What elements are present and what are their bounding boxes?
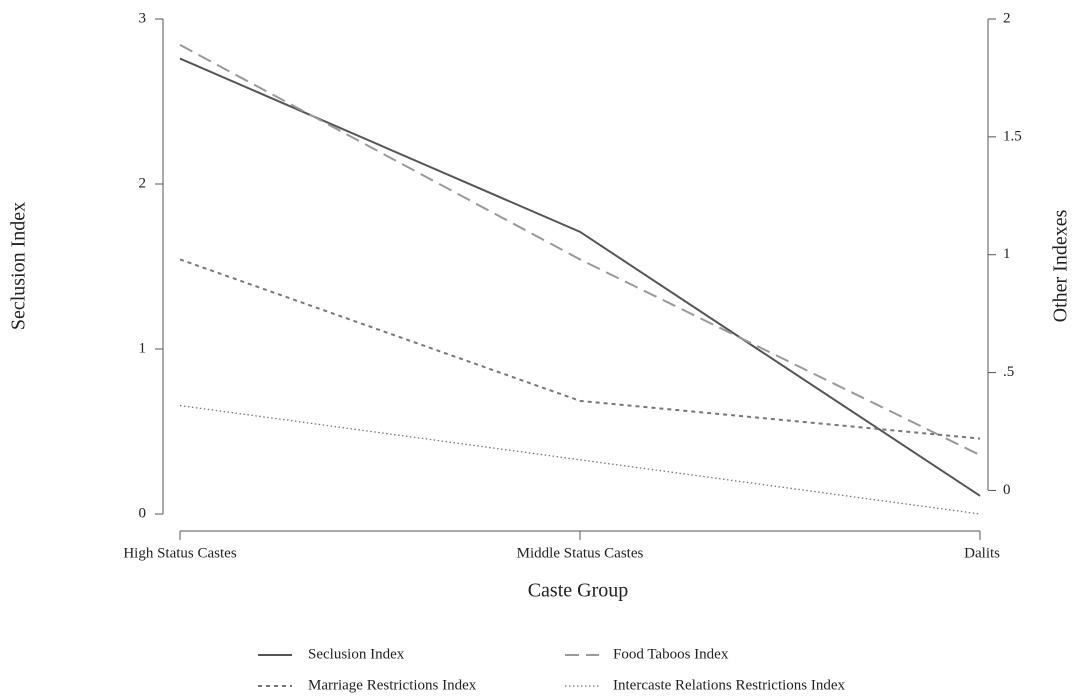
legend-label: Intercaste Relations Restrictions Index (613, 677, 846, 693)
x-tick-label: High Status Castes (123, 545, 236, 561)
y-tick-label: 1 (139, 340, 147, 356)
y2-tick-label: 0 (1003, 482, 1011, 498)
y2-tick-label: .5 (1003, 364, 1014, 380)
series-line (179, 258, 981, 440)
y-tick-label: 3 (139, 10, 147, 26)
y2-tick-label: 2 (1003, 10, 1011, 26)
x-tick-label: Middle Status Castes (517, 545, 644, 561)
y2-tick-label: 1 (1003, 246, 1011, 262)
legend-label: Seclusion Index (308, 646, 405, 662)
series-line (179, 44, 981, 456)
legend-label: Marriage Restrictions Index (308, 677, 477, 693)
y-axis-title: Seclusion Index (8, 202, 30, 330)
y-tick-label: 2 (139, 175, 147, 191)
x-axis-title: Caste Group (528, 580, 629, 602)
series-line (179, 57, 981, 497)
series-line (179, 404, 981, 515)
y2-tick-label: 1.5 (1003, 128, 1022, 144)
y-tick-label: 0 (139, 505, 147, 521)
y2-axis-title: Other Indexes (1050, 209, 1072, 322)
legend-label: Food Taboos Index (613, 646, 729, 662)
x-tick-label: Dalits (964, 545, 1000, 561)
